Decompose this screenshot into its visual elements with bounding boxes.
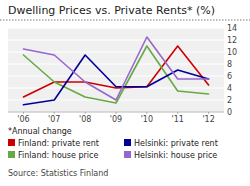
y-tick-label: 4 <box>227 84 232 93</box>
x-tick-label: '06 <box>17 115 29 124</box>
legend-label: Finland: private rent <box>18 139 99 148</box>
legend-swatch <box>124 151 131 158</box>
x-tick <box>116 112 117 114</box>
title: Dwelling Prices vs. Private Rents* (%) <box>8 4 215 17</box>
x-tick-label: '07 <box>48 115 60 124</box>
legend-label: Helsinki: house price <box>134 151 217 160</box>
chart: Dwelling Prices vs. Private Rents* (%) 0 2… <box>0 0 250 186</box>
y-tick-label: 6 <box>227 72 232 81</box>
source: Source: Statistics Finland <box>8 169 108 178</box>
x-tick-label: '08 <box>79 115 91 124</box>
legend-label: Finland: house price <box>18 151 98 160</box>
x-tick <box>23 112 24 114</box>
series-line <box>23 55 208 105</box>
separator <box>0 20 250 21</box>
x-tick <box>85 112 86 114</box>
grid-line <box>8 28 224 29</box>
x-tick <box>177 112 178 114</box>
legend-swatch <box>124 139 131 146</box>
x-tick <box>54 112 55 114</box>
y-tick-label: 14 <box>227 24 237 33</box>
series-group <box>23 37 208 105</box>
y-tick-label: 12 <box>227 36 237 45</box>
plot-background <box>8 28 224 112</box>
legend-swatch <box>8 139 15 146</box>
annotation: *Annual change <box>8 127 72 136</box>
x-tick-label: '12 <box>202 115 214 124</box>
grid-line <box>8 76 224 77</box>
grid-line <box>8 40 224 41</box>
x-tick-label: '09 <box>110 115 122 124</box>
y-tick-label: 8 <box>227 60 232 69</box>
y-tick-label: 0 <box>227 108 232 117</box>
x-tick <box>208 112 209 114</box>
legend-label: Helsinki: private rent <box>134 139 218 148</box>
legend-swatch <box>8 151 15 158</box>
x-tick <box>146 112 147 114</box>
y-tick-label: 10 <box>227 48 237 57</box>
series-line <box>23 37 208 100</box>
y-tick-label: 2 <box>227 96 232 105</box>
x-tick-label: '11 <box>172 115 184 124</box>
x-tick-label: '10 <box>141 115 153 124</box>
